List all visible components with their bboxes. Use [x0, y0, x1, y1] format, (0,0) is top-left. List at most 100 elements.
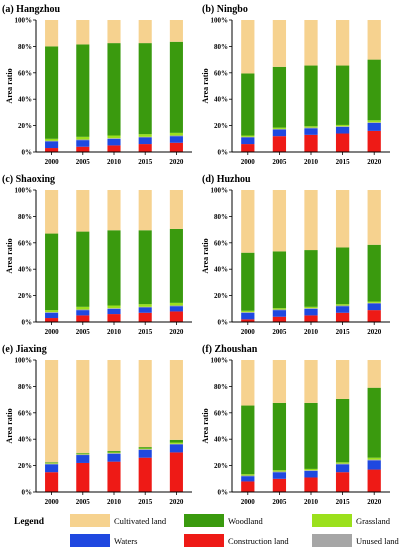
x-tick-label: 2020	[367, 328, 382, 336]
bar-segment	[107, 308, 121, 309]
y-tick-label: 60%	[214, 69, 228, 77]
bar-segment	[169, 132, 183, 136]
bar-segment	[107, 20, 121, 44]
bar-segment	[335, 360, 350, 399]
x-tick-label: 2010	[107, 328, 122, 336]
x-tick-label: 2015	[336, 158, 351, 166]
bar-segment	[138, 448, 152, 450]
y-tick-label: 40%	[18, 266, 32, 274]
bar-segment	[45, 312, 59, 319]
bar-segment	[45, 464, 59, 473]
bar-segment	[107, 230, 121, 306]
x-tick-label: 2010	[304, 158, 319, 166]
bar-segment	[241, 310, 255, 313]
bar-segment	[304, 360, 318, 403]
bar-segment	[169, 190, 183, 229]
bar-segment	[272, 308, 287, 310]
y-tick-label: 20%	[214, 462, 228, 470]
bar-segment	[169, 442, 183, 444]
bar-segment	[304, 470, 318, 471]
bar-segment	[76, 315, 90, 322]
bar-segment	[335, 126, 350, 127]
bar-segment	[169, 439, 183, 443]
bar-segment	[107, 453, 121, 462]
bar-segment	[169, 305, 183, 307]
bar-segment	[367, 122, 381, 131]
bar-segment	[241, 137, 255, 145]
bar-segment	[241, 475, 255, 477]
bar-segment	[76, 140, 90, 147]
y-tick-label: 40%	[214, 436, 228, 444]
legend-label: Unused land	[356, 536, 399, 546]
legend-label: Cultivated land	[114, 516, 167, 526]
bar-segment	[107, 360, 121, 452]
bar-segment	[304, 315, 318, 322]
panel-title: (b) Ningbo	[202, 4, 248, 15]
bar-segment	[272, 136, 287, 152]
x-tick-label: 2000	[45, 158, 60, 166]
x-tick-label: 2020	[367, 498, 382, 506]
bar-segment	[138, 306, 152, 308]
x-tick-label: 2005	[272, 158, 287, 166]
bar-segment	[169, 142, 183, 152]
bar-segment	[241, 481, 255, 492]
bar-segment	[272, 471, 287, 473]
bar-segment	[138, 304, 152, 307]
bar-segment	[335, 247, 350, 305]
bar-segment	[272, 316, 287, 322]
bar-segment	[45, 360, 59, 463]
bar-segment	[367, 302, 381, 304]
x-tick-label: 2000	[45, 498, 60, 506]
y-axis-label: Area ratio	[201, 408, 210, 443]
y-tick-label: 0%	[218, 149, 229, 157]
bar-segment	[76, 454, 90, 456]
x-tick-label: 2015	[336, 498, 351, 506]
bar-segment	[45, 310, 59, 313]
bar-segment	[107, 138, 121, 139]
bar-segment	[107, 453, 121, 454]
bar-segment	[335, 472, 350, 492]
y-tick-label: 60%	[18, 239, 32, 247]
bar-segment	[107, 138, 121, 146]
y-axis-label: Area ratio	[5, 238, 14, 273]
y-tick-label: 100%	[15, 187, 33, 195]
bar-segment	[335, 306, 350, 313]
bar-segment	[138, 43, 152, 135]
y-tick-label: 20%	[18, 122, 32, 130]
bar-segment	[169, 360, 183, 440]
y-axis-label: Area ratio	[5, 408, 14, 443]
chart-panel: (b) Ningbo 0% 20% 40% 60% 80% 100% Area ratio 20…	[201, 4, 390, 166]
y-tick-label: 20%	[18, 462, 32, 470]
y-tick-label: 40%	[18, 436, 32, 444]
y-tick-label: 100%	[211, 17, 229, 25]
bar-segment	[272, 360, 287, 403]
bar-segment	[367, 360, 381, 388]
panel-title: (a) Hangzhou	[2, 4, 61, 15]
bar-segment	[138, 307, 152, 313]
legend-swatch	[70, 534, 110, 547]
y-tick-label: 100%	[15, 17, 33, 25]
x-tick-label: 2020	[169, 158, 184, 166]
x-tick-label: 2005	[272, 328, 287, 336]
bar-segment	[241, 319, 255, 322]
bar-segment	[272, 472, 287, 479]
bar-segment	[367, 303, 381, 311]
bar-segment	[169, 41, 183, 133]
bar-segment	[76, 455, 90, 463]
bar-segment	[367, 459, 381, 461]
bar-segment	[304, 127, 318, 129]
bar-segment	[45, 462, 59, 464]
bar-segment	[76, 146, 90, 152]
bar-segment	[367, 301, 381, 303]
bar-segment	[76, 309, 90, 311]
y-tick-label: 60%	[18, 69, 32, 77]
bar-segment	[335, 304, 350, 306]
y-tick-label: 60%	[18, 409, 32, 417]
legend-swatch	[70, 514, 110, 527]
bar-segment	[76, 136, 90, 140]
bar-segment	[367, 59, 381, 121]
bar-segment	[76, 20, 90, 45]
bar-segment	[272, 310, 287, 317]
bar-segment	[367, 310, 381, 322]
bar-segment	[76, 310, 90, 316]
